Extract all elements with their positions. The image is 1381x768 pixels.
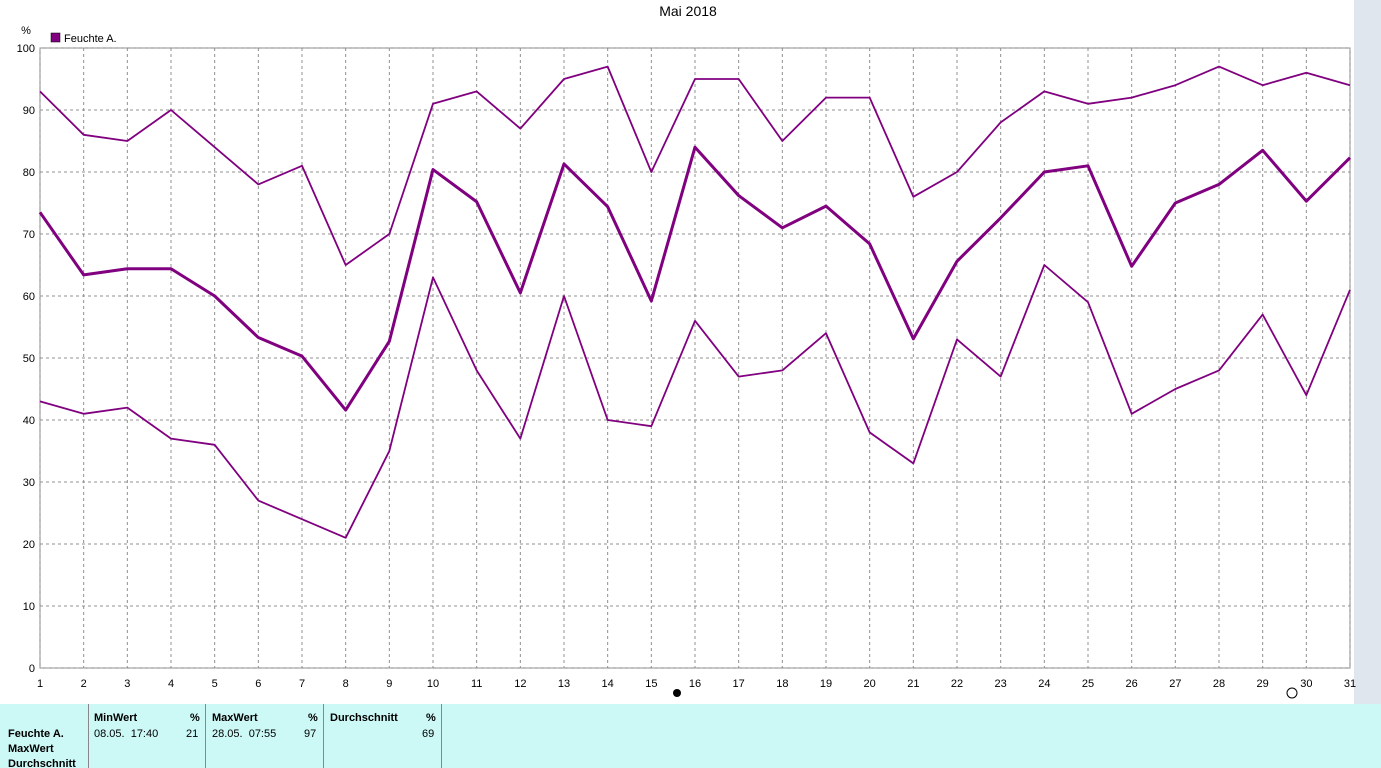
y-tick-label: 30 [23, 477, 35, 489]
x-tick-label: 29 [1257, 678, 1269, 690]
marker [673, 689, 681, 697]
y-tick-label: 70 [23, 229, 35, 241]
x-tick-label: 10 [427, 678, 439, 690]
x-tick-label: 18 [776, 678, 788, 690]
separator [441, 704, 442, 768]
separator [88, 704, 89, 768]
y-tick-label: 90 [23, 105, 35, 117]
x-tick-label: 25 [1082, 678, 1094, 690]
x-tick-label: 26 [1126, 678, 1138, 690]
x-tick-label: 30 [1300, 678, 1312, 690]
x-tick-label: 5 [212, 678, 218, 690]
value: 21 [186, 728, 199, 740]
y-tick-label: 50 [23, 353, 35, 365]
y-tick-label: 10 [23, 601, 35, 613]
x-tick-label: 9 [386, 678, 392, 690]
y-tick-label: 60 [23, 291, 35, 303]
x-tick-label: 11 [471, 678, 482, 690]
chart-title: Mai 2018 [659, 3, 717, 19]
col-header: MaxWert [212, 712, 258, 724]
legend-swatch [50, 32, 61, 43]
x-tick-label: 17 [733, 678, 745, 690]
x-tick-label: 15 [645, 678, 657, 690]
x-tick-label: 31 [1344, 678, 1356, 690]
x-tick-label: 12 [514, 678, 526, 690]
value: 69 [422, 728, 435, 740]
x-tick-label: 24 [1038, 678, 1050, 690]
x-tick-label: 16 [689, 678, 701, 690]
x-tick-label: 22 [951, 678, 963, 690]
y-tick-label: 80 [23, 167, 35, 179]
y-unit: % [21, 25, 31, 37]
side-strip [1354, 0, 1381, 704]
col-unit: % [190, 712, 200, 724]
separator [323, 704, 324, 768]
row-label: Feuchte A. [8, 728, 64, 740]
x-tick-label: 6 [255, 678, 261, 690]
x-tick-label: 3 [124, 678, 130, 690]
x-tick-label: 23 [995, 678, 1007, 690]
x-tick-label: 27 [1169, 678, 1181, 690]
legend-label: Feuchte A. [64, 33, 117, 45]
chart: Mai 2018 % Feuchte A. 0 10 20 30 40 50 60 70 80 9… [17, 0, 1381, 704]
x-tick-label: 21 [907, 678, 919, 690]
col-header: Durchschnitt [330, 712, 398, 724]
row-label: Durchschnitt [8, 758, 76, 768]
x-tick-label: 14 [602, 678, 614, 690]
x-tick-label: 19 [820, 678, 832, 690]
value: 97 [304, 728, 317, 740]
x-tick-label: 13 [558, 678, 570, 690]
col-unit: % [426, 712, 436, 724]
x-tick-label: 20 [864, 678, 876, 690]
x-tick-label: 28 [1213, 678, 1225, 690]
y-tick-label: 40 [23, 415, 35, 427]
y-tick-label: 0 [29, 663, 35, 675]
col-unit: % [308, 712, 318, 724]
x-tick-label: 2 [81, 678, 87, 690]
x-tick-label: 4 [168, 678, 174, 690]
time: 08.05. 17:40 [94, 728, 159, 740]
row-label: MaxWert [8, 743, 54, 755]
y-tick-label: 20 [23, 539, 35, 551]
x-tick-label: 7 [299, 678, 305, 690]
y-tick-label: 100 [17, 43, 35, 55]
marker [1286, 687, 1298, 699]
separator [205, 704, 206, 768]
x-tick-label: 8 [343, 678, 349, 690]
stats-panel: Feuchte A. MaxWert Durchschnitt MinWert … [0, 704, 1381, 768]
x-tick-label: 1 [37, 678, 43, 690]
col-header: MinWert [94, 712, 138, 724]
line-mean [38, 145, 1352, 412]
time: 28.05. 07:55 [212, 728, 277, 740]
line-min [39, 264, 1351, 539]
line-max [39, 65, 1351, 266]
